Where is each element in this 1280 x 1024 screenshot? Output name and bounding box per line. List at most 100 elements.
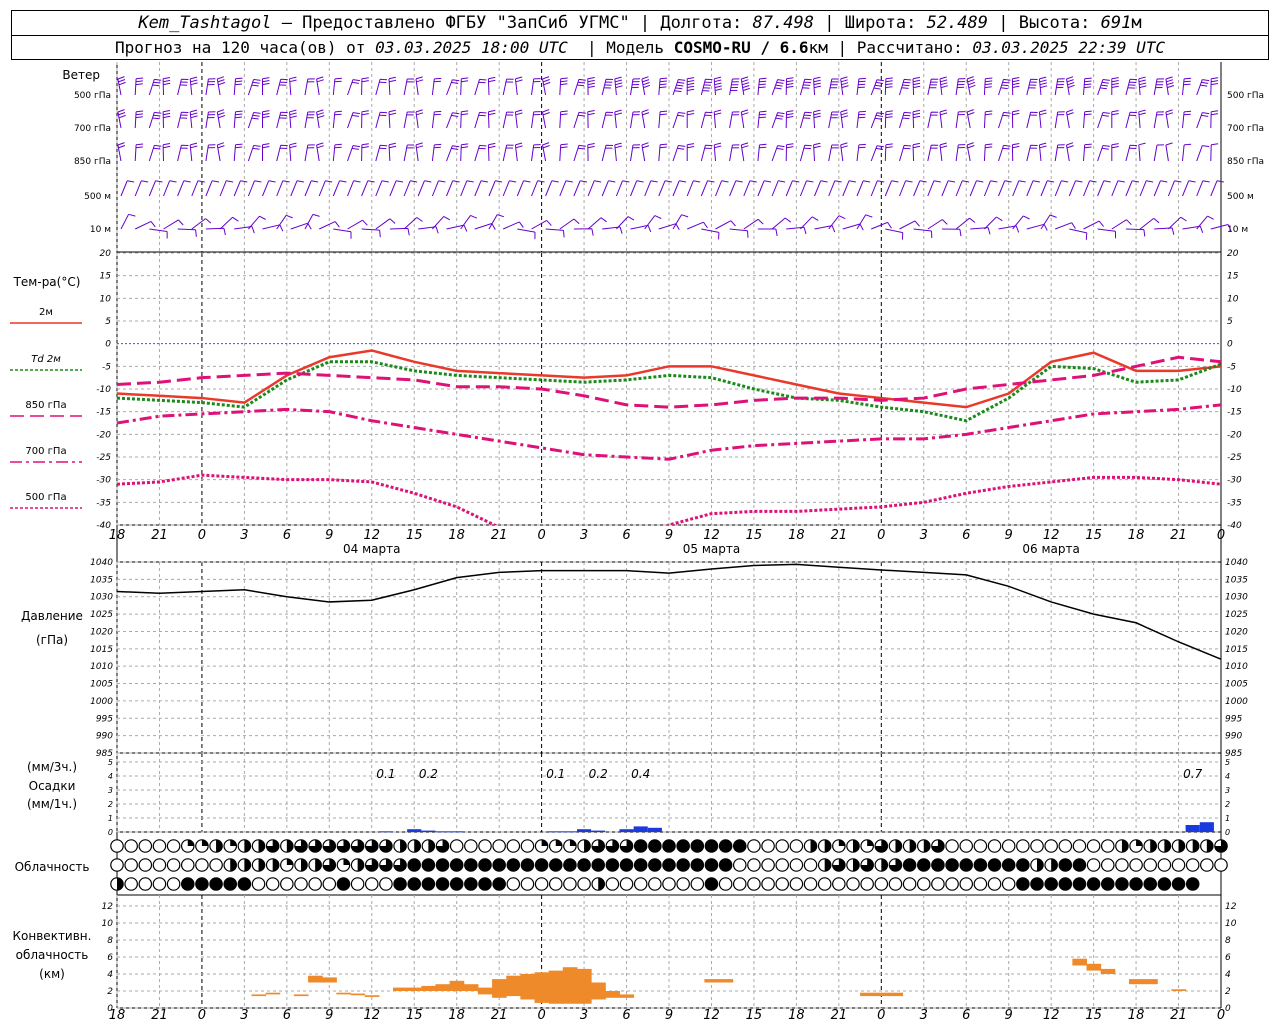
time-tick-mid: 21 xyxy=(151,528,168,543)
wind-barb xyxy=(966,76,976,96)
time-tick-mid: 12 xyxy=(1043,528,1060,543)
conv-bar xyxy=(562,967,578,1004)
wind-barb xyxy=(799,111,812,129)
temp-series-3 xyxy=(117,403,1221,461)
cloud-fill xyxy=(343,858,350,865)
cloud-symbol xyxy=(1171,858,1186,872)
wind-barb xyxy=(587,77,595,96)
time-tick-bottom: 12 xyxy=(1043,1008,1060,1023)
cloud-symbol xyxy=(987,877,1002,891)
precip-bar xyxy=(619,829,634,832)
cloud-symbol xyxy=(1072,839,1087,853)
wind-barb xyxy=(1111,143,1119,161)
cloud-symbol xyxy=(959,877,974,891)
wind-barb xyxy=(856,180,871,197)
wind-barb xyxy=(601,144,614,162)
cloud-fill xyxy=(244,839,251,853)
wind-barb xyxy=(361,110,369,129)
cloud-fill xyxy=(436,877,449,891)
conv-bar xyxy=(619,994,635,998)
wind-barb xyxy=(998,78,1011,96)
conv-bar xyxy=(1129,979,1144,985)
cloud-symbol xyxy=(633,877,648,891)
wind-barb xyxy=(1196,112,1210,129)
wind-barb xyxy=(927,78,939,96)
conv-bar xyxy=(463,984,479,991)
wind-barb xyxy=(431,180,446,197)
wind-barb xyxy=(134,220,156,230)
wind-barb xyxy=(460,180,474,197)
wind-barb xyxy=(672,145,686,162)
wind-barb xyxy=(1125,180,1140,197)
cloud-symbol xyxy=(152,839,167,853)
temp-ytick-right: 0 xyxy=(1227,340,1233,350)
wind-barb xyxy=(757,110,767,129)
time-tick-mid: 18 xyxy=(1128,528,1145,543)
wind-level-right: 10 м xyxy=(1227,225,1248,235)
wind-barb xyxy=(446,145,460,162)
wind-barb xyxy=(757,180,772,197)
wind-barb xyxy=(1038,109,1047,129)
wind-level-left: 10 м xyxy=(90,225,111,235)
cloud-fill xyxy=(1101,877,1114,891)
cloud-symbol xyxy=(464,839,478,853)
wind-barb xyxy=(1111,180,1125,197)
precip-annotation: 0.2 xyxy=(419,767,438,781)
time-tick-bottom: 21 xyxy=(491,1008,508,1023)
cloud-symbol xyxy=(718,877,733,891)
temp-legend-label-4: 500 гПа xyxy=(25,492,66,503)
wind-barb xyxy=(1125,144,1138,162)
temp-ytick-right: -25 xyxy=(1227,453,1242,463)
cloud-fill xyxy=(1073,858,1086,872)
wind-barb xyxy=(290,180,304,197)
wind-barb xyxy=(799,144,812,162)
wind-barb xyxy=(205,180,220,197)
wind-barb xyxy=(856,110,866,129)
wind-barb xyxy=(644,180,658,197)
precip-ytick-right: 3 xyxy=(1225,786,1230,795)
wind-barb xyxy=(927,180,941,197)
wind-barb xyxy=(840,76,849,96)
pres-ytick-right: 1010 xyxy=(1225,662,1248,672)
wind-barb xyxy=(361,77,369,96)
model-unit: км xyxy=(808,38,828,57)
wind-barb xyxy=(927,111,939,129)
wind-barb xyxy=(1012,180,1026,197)
wind-barb xyxy=(785,180,800,197)
wind-barb xyxy=(162,110,171,129)
pres-ytick-right: 985 xyxy=(1225,749,1242,759)
wind-barb xyxy=(388,142,397,162)
conv-ytick-left: 12 xyxy=(102,902,114,912)
wind-barb xyxy=(262,110,270,128)
cloud-symbol xyxy=(265,877,280,891)
wind-barb xyxy=(177,144,189,162)
wind-barb xyxy=(1097,180,1111,197)
wind-barb xyxy=(276,214,293,230)
wind-barb xyxy=(247,112,261,129)
wind-barb xyxy=(1138,109,1146,129)
wind-barb xyxy=(316,109,325,129)
wind-barb xyxy=(415,76,424,96)
cloud-fill xyxy=(428,839,435,853)
wind-barb xyxy=(1138,142,1146,162)
wind-barb xyxy=(347,112,360,129)
time-tick-bottom: 21 xyxy=(1170,1008,1187,1023)
wind-barb xyxy=(1139,180,1154,197)
wind-barb xyxy=(870,145,884,162)
wind-barb xyxy=(587,110,595,129)
wind-barb xyxy=(771,79,785,96)
cloud-fill xyxy=(272,858,279,872)
temp-legend-label-1: Td 2м xyxy=(31,354,61,365)
cloud-symbol xyxy=(1115,858,1129,872)
conv-ytick-left: 2 xyxy=(107,987,113,997)
cloud-symbol xyxy=(166,858,181,872)
cloud-fill xyxy=(209,877,223,891)
wind-barb xyxy=(488,180,503,197)
time-tick-mid: 9 xyxy=(665,528,673,543)
wind-barb xyxy=(162,143,171,162)
wind-barb xyxy=(658,77,668,96)
cloud-symbol xyxy=(138,858,153,872)
wind-barb xyxy=(1182,180,1196,197)
wind-barb xyxy=(686,180,701,197)
